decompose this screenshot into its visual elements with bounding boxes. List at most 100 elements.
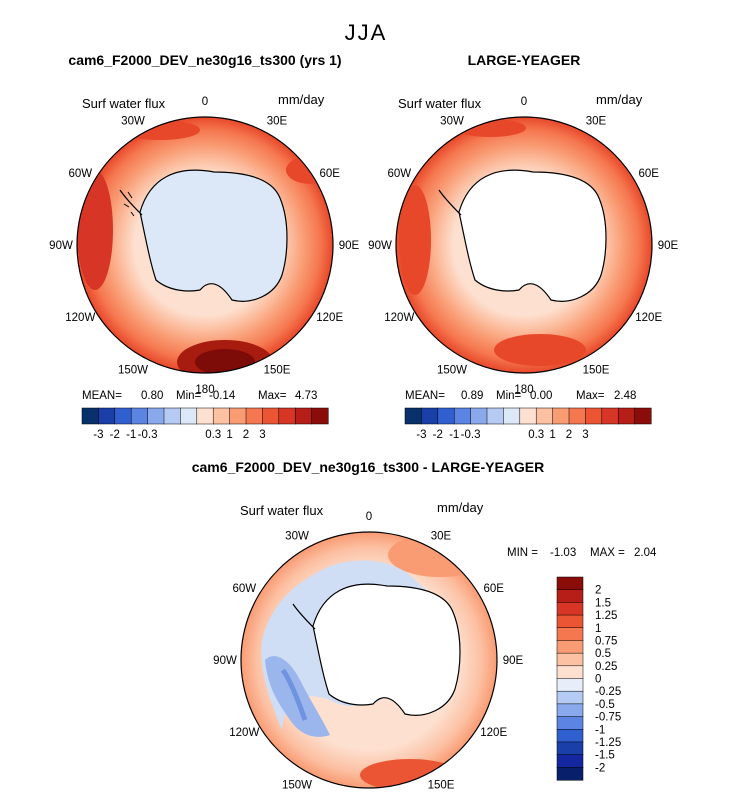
colorbar-tick-label: -0.3 — [461, 429, 481, 441]
colorbar-tick-label: 0.5 — [595, 648, 611, 660]
longitude-label: 150E — [583, 365, 610, 377]
max-label: Max= — [258, 390, 287, 402]
mean-label: MEAN= — [82, 390, 122, 402]
colorbar-cell — [486, 407, 504, 425]
map-model: Surf water flux mm/day — [76, 92, 334, 374]
colorbar-cell — [556, 678, 584, 692]
colorbar-cell — [556, 627, 584, 641]
longitude-label: 30E — [267, 115, 288, 127]
colorbar-tick-label: -3 — [416, 429, 426, 441]
longitude-label: 150W — [118, 365, 148, 377]
colorbar-cell — [437, 407, 455, 425]
colorbar-tick-label: 0.25 — [595, 661, 617, 673]
panel-title-diff: cam6_F2000_DEV_ne30g16_ts300 - LARGE-YEA… — [192, 459, 545, 475]
colorbar-cell — [163, 407, 181, 425]
min-label: Min= — [176, 390, 202, 402]
stats-obs: MEAN= 0.89 Min= 0.00 Max= 2.48 — [405, 390, 636, 402]
min-label: Min= — [496, 390, 522, 402]
longitude-label: 30W — [121, 115, 145, 127]
max-label: MAX = — [590, 547, 625, 559]
units-label: mm/day — [278, 92, 325, 107]
variable-label: Surf water flux — [240, 503, 324, 518]
colorbar-tick-label: 0.75 — [595, 635, 617, 647]
colorbar-cell — [556, 640, 584, 654]
colorbar-tick-label: 0 — [595, 674, 601, 686]
longitude-label: 90E — [503, 655, 524, 667]
colorbars: -3 -2 -1 -0.3 0.3 1 2 3 -3 -2 -1 -0.3 0.3 1 2 321.51.25… — [81, 407, 652, 781]
longitude-label: 150E — [264, 365, 291, 377]
min-value: 0.00 — [530, 390, 552, 402]
longitude-label: 30E — [586, 115, 607, 127]
longitude-label: 30E — [431, 530, 452, 542]
stats-model: MEAN= 0.80 Min= -0.14 Max= 4.73 — [82, 390, 317, 402]
longitude-label: 120E — [635, 312, 662, 324]
colorbar-cell — [212, 407, 231, 425]
colorbar-cell — [245, 407, 263, 425]
colorbar-tick-label: 3 — [259, 429, 265, 441]
longitude-label: 60W — [387, 168, 411, 180]
colorbar-tick-label: -0.25 — [595, 686, 621, 698]
colorbar-cell — [556, 754, 584, 768]
colorbar-cell — [568, 407, 586, 425]
colorbar-cell — [294, 407, 313, 425]
longitude-label: 0 — [521, 96, 527, 108]
colorbar-cell — [556, 741, 584, 756]
mean-label: MEAN= — [405, 390, 445, 402]
longitude-label: 90W — [213, 655, 237, 667]
colorbar-cell — [278, 407, 296, 425]
colorbar-tick-label: 2 — [243, 429, 249, 441]
panel-title-model: cam6_F2000_DEV_ne30g16_ts300 (yrs 1) — [68, 52, 341, 68]
min-value: -0.14 — [209, 390, 236, 402]
longitude-label: 120E — [480, 727, 507, 739]
longitude-label: 30W — [285, 530, 309, 542]
longitude-label: 150W — [437, 365, 467, 377]
colorbar-tick-label: 1 — [549, 429, 555, 441]
colorbar-cell — [147, 407, 165, 425]
min-label: MIN = — [507, 547, 538, 559]
colorbar-cell — [556, 729, 584, 743]
longitude-label: 120E — [316, 312, 343, 324]
longitude-label: 150E — [428, 780, 455, 792]
colorbar-cell — [634, 407, 652, 425]
colorbar-tick-label: -0.3 — [138, 429, 158, 441]
longitude-label: 120W — [65, 312, 95, 324]
panel-title-obs: LARGE-YEAGER — [468, 52, 581, 68]
colorbar-tick-label: -2 — [110, 429, 120, 441]
max-value: 2.48 — [614, 390, 636, 402]
units-label: mm/day — [596, 92, 643, 107]
longitude-label: 60W — [232, 583, 256, 595]
colorbar-tick-label: -1 — [449, 429, 459, 441]
longitude-label: 60E — [319, 168, 340, 180]
colorbar-cell — [519, 407, 537, 425]
colorbar-cell — [556, 690, 584, 705]
longitude-label: 180 — [195, 384, 214, 396]
colorbar-tick-label: -0.5 — [595, 699, 615, 711]
mean-value: 0.80 — [141, 390, 163, 402]
colorbar-cell — [556, 716, 584, 730]
colorbar-tick-label: 1.5 — [595, 597, 611, 609]
colorbar-cell — [196, 407, 214, 425]
longitude-label: 90W — [49, 240, 73, 252]
colorbar-cell — [556, 614, 584, 629]
colorbar-cell — [404, 407, 422, 425]
colorbar-cell — [311, 407, 329, 425]
colorbar-cell — [617, 407, 636, 425]
longitude-label: 30W — [440, 115, 464, 127]
units-label: mm/day — [437, 500, 484, 515]
colorbar-cell — [601, 407, 619, 425]
colorbar-cell — [585, 407, 603, 425]
colorbar-tick-label: -0.75 — [595, 712, 621, 724]
longitude-label: 90W — [368, 240, 392, 252]
colorbar-tick-label: -1.25 — [595, 737, 621, 749]
longitude-label: 60E — [483, 583, 504, 595]
longitude-label: 90E — [339, 240, 360, 252]
max-value: 4.73 — [295, 390, 317, 402]
colorbar-tick-label: 2 — [595, 585, 601, 597]
max-value: 2.04 — [634, 547, 657, 559]
colorbar-cell — [114, 407, 132, 425]
colorbar-cell — [503, 407, 521, 425]
colorbar-cell — [98, 407, 116, 425]
colorbar-cell — [556, 652, 584, 667]
max-label: Max= — [576, 390, 605, 402]
